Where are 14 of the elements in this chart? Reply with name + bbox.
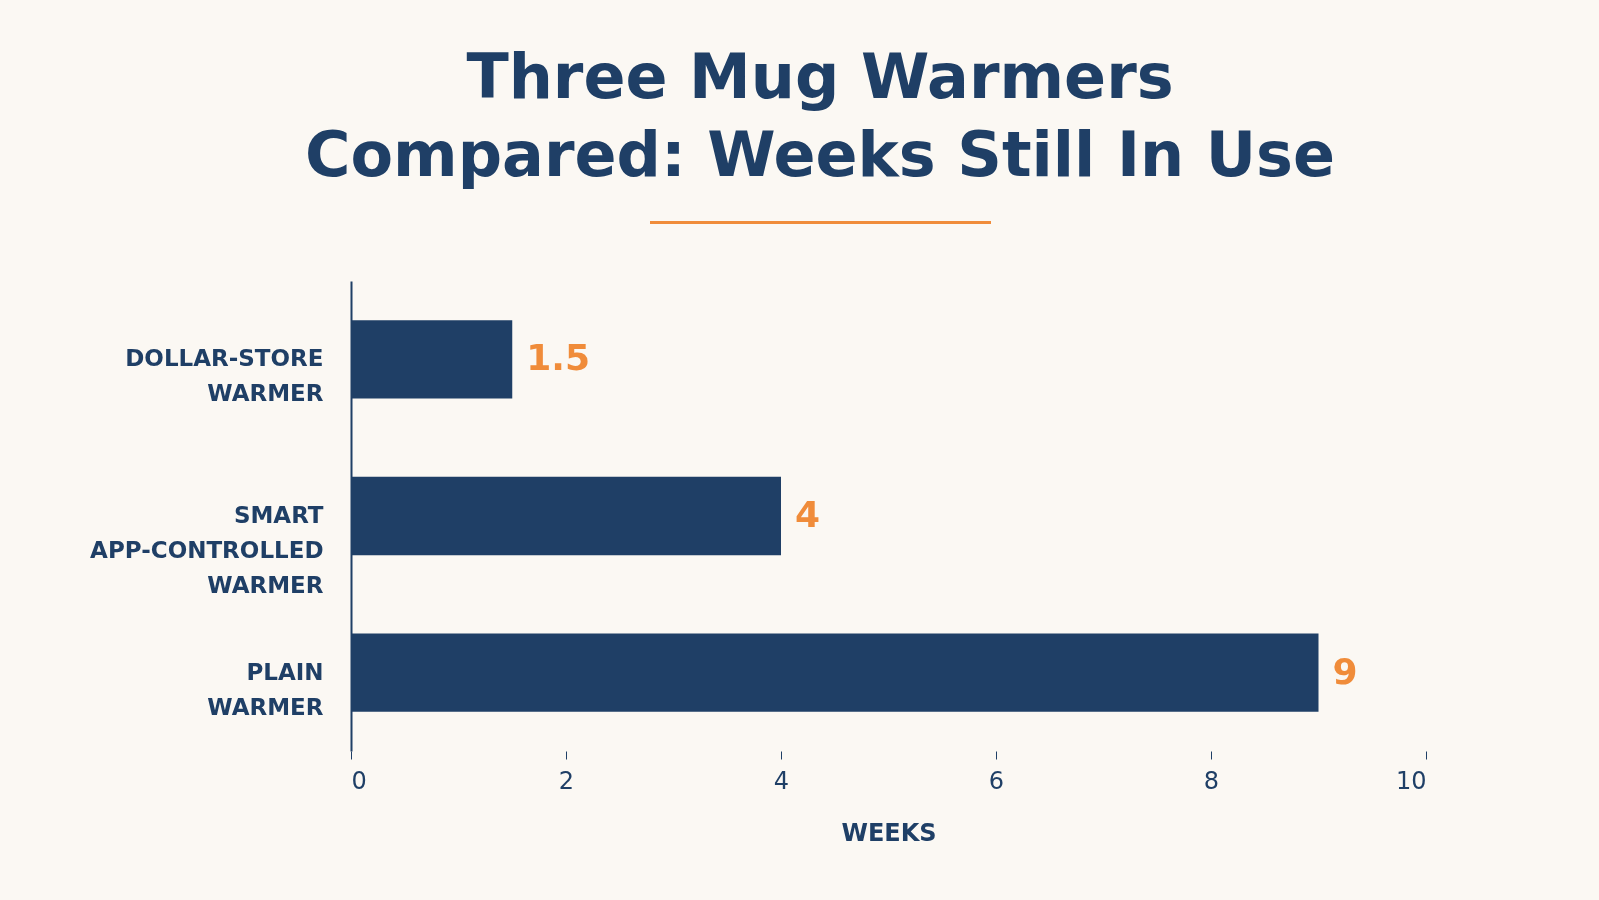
chart-title: Three Mug Warmers Compared: Weeks Still In Use [304, 39, 1336, 193]
x-axis-title: WEEKS [841, 818, 937, 847]
y-tick-label: DOLLAR-STORE WARMER [125, 345, 324, 407]
x-tick-label: 10 [1395, 766, 1427, 795]
x-tick-label: 8 [1203, 766, 1220, 795]
x-tick-label: 0 [351, 766, 367, 795]
data-label: 4 [795, 494, 821, 535]
data-label: 1.5 [526, 337, 591, 379]
data-label: 9 [1332, 650, 1358, 692]
x-tick-label: 4 [773, 766, 790, 795]
y-tick-label: PLAIN WARMER [207, 658, 324, 720]
x-tick-label: 2 [558, 766, 575, 795]
y-tick-label: SMART APP-CONTROLLED WARMER [90, 502, 324, 598]
x-tick-label: 6 [988, 766, 1005, 795]
